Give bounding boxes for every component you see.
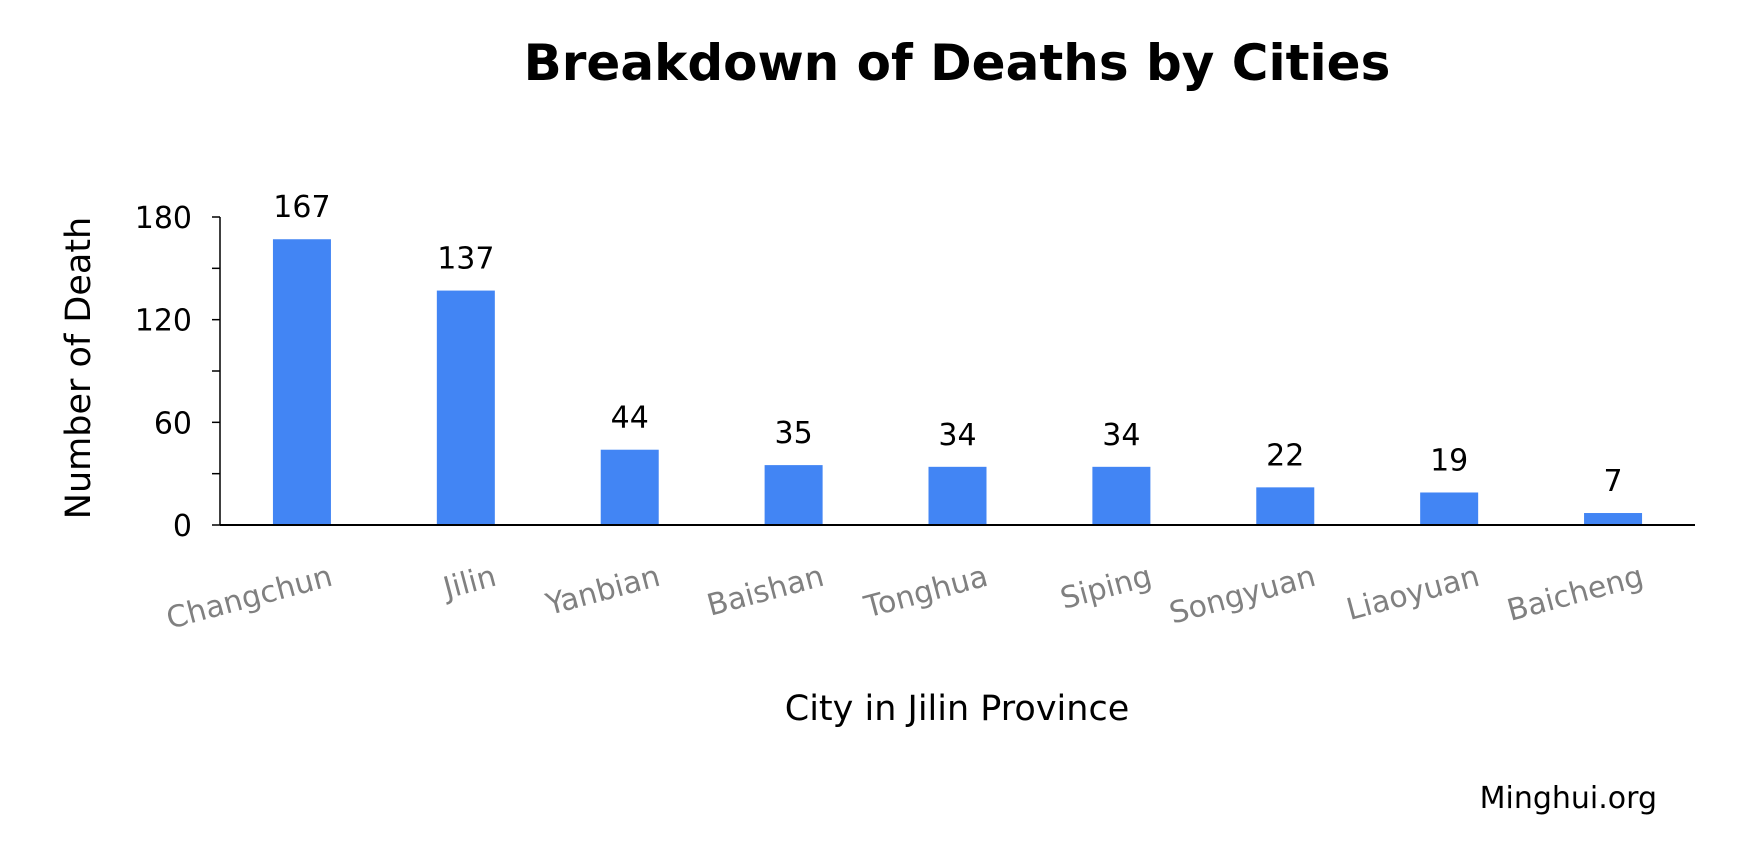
plot-area: 0 60 120 180 167 Changchun 137 Jilin 44 Yanbian 35… bbox=[135, 190, 1695, 637]
x-tick-label-tonghua: Tonghua bbox=[860, 559, 992, 626]
data-label-changchun: 167 bbox=[273, 190, 330, 225]
x-tick-label-yanbian: Yanbian bbox=[541, 559, 663, 623]
bar-baicheng bbox=[1584, 513, 1643, 525]
data-label-tonghua: 34 bbox=[938, 418, 976, 453]
bar-baishan bbox=[764, 465, 823, 525]
data-label-baicheng: 7 bbox=[1604, 464, 1623, 499]
bar-changchun bbox=[272, 239, 331, 525]
bar-siping bbox=[1092, 466, 1151, 525]
x-tick-label-jilin: Jilin bbox=[438, 559, 500, 607]
source-label: Minghui.org bbox=[1480, 781, 1657, 816]
x-tick-label-baishan: Baishan bbox=[703, 559, 827, 624]
data-label-jilin: 137 bbox=[437, 242, 494, 277]
data-label-yanbian: 44 bbox=[611, 401, 649, 436]
data-label-siping: 34 bbox=[1102, 418, 1140, 453]
data-label-baishan: 35 bbox=[775, 416, 813, 451]
bar-jilin bbox=[436, 290, 495, 525]
data-label-songyuan: 22 bbox=[1266, 438, 1304, 473]
x-axis-label: City in Jilin Province bbox=[785, 689, 1129, 729]
bar-liaoyuan bbox=[1420, 492, 1479, 525]
y-tick-label: 180 bbox=[135, 201, 192, 236]
y-axis-label: Number of Death bbox=[59, 217, 99, 519]
y-tick-label: 120 bbox=[135, 304, 192, 339]
data-label-liaoyuan: 19 bbox=[1430, 443, 1468, 478]
bar-songyuan bbox=[1256, 487, 1315, 525]
y-tick-label: 60 bbox=[154, 406, 192, 441]
bar-tonghua bbox=[928, 466, 987, 525]
x-tick-label-baicheng: Baicheng bbox=[1503, 559, 1647, 629]
x-tick-label-liaoyuan: Liaoyuan bbox=[1343, 559, 1483, 628]
x-tick-label-changchun: Changchun bbox=[163, 559, 336, 637]
chart-title: Breakdown of Deaths by Cities bbox=[524, 34, 1391, 92]
x-tick-label-songyuan: Songyuan bbox=[1166, 559, 1320, 632]
y-tick-label: 0 bbox=[173, 509, 192, 544]
x-tick-label-siping: Siping bbox=[1057, 559, 1156, 617]
bar-yanbian bbox=[600, 449, 659, 525]
